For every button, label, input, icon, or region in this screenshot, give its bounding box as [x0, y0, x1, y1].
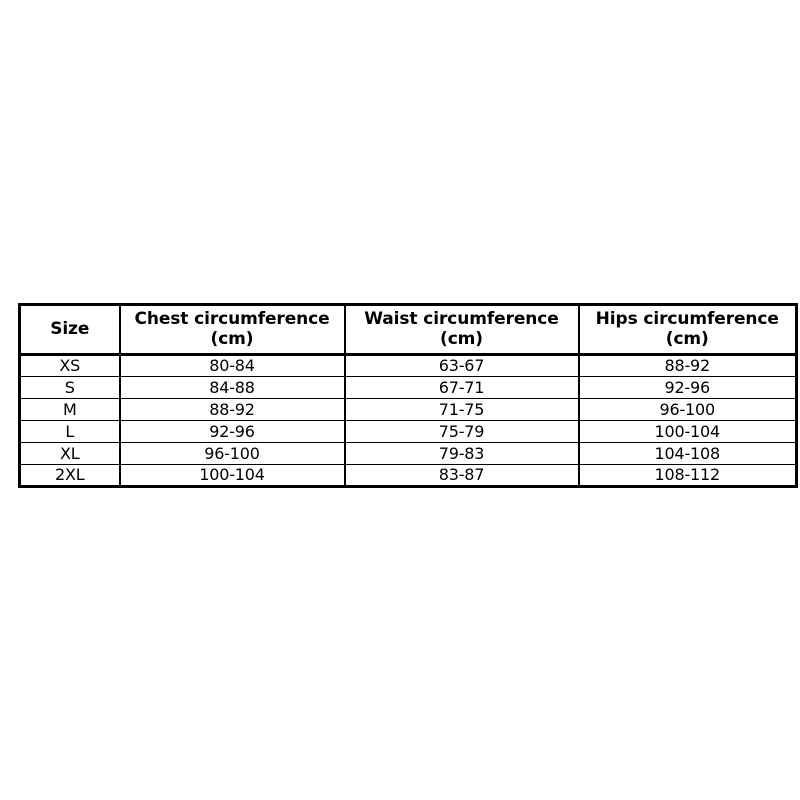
cell-chest: 92-96 — [118, 420, 346, 443]
cell-waist: 67-71 — [343, 376, 580, 399]
cell-chest: 96-100 — [118, 442, 346, 465]
table-body: XS 80-84 63-67 88-92 S 84-88 67-71 92-96… — [19, 354, 797, 487]
size-chart-table: Size Chest circumference (cm) Waist circ… — [18, 303, 798, 488]
table-row: XL 96-100 79-83 104-108 — [19, 442, 797, 465]
header-row: Size Chest circumference (cm) Waist circ… — [19, 304, 797, 356]
cell-size: M — [19, 398, 121, 421]
table-row: 2XL 100-104 83-87 108-112 — [19, 464, 797, 487]
table-row: XS 80-84 63-67 88-92 — [19, 354, 797, 377]
cell-waist: 71-75 — [343, 398, 580, 421]
table-row: S 84-88 67-71 92-96 — [19, 376, 797, 399]
cell-hips: 88-92 — [577, 354, 797, 377]
cell-size: 2XL — [19, 464, 121, 487]
cell-waist: 75-79 — [343, 420, 580, 443]
cell-size: XS — [19, 354, 121, 377]
cell-hips: 104-108 — [577, 442, 797, 465]
cell-waist: 63-67 — [343, 354, 580, 377]
cell-waist: 79-83 — [343, 442, 580, 465]
cell-size: S — [19, 376, 121, 399]
cell-chest: 84-88 — [118, 376, 346, 399]
cell-hips: 100-104 — [577, 420, 797, 443]
table-header: Size Chest circumference (cm) Waist circ… — [19, 304, 797, 356]
cell-size: L — [19, 420, 121, 443]
cell-size: XL — [19, 442, 121, 465]
cell-chest: 100-104 — [118, 464, 346, 487]
column-header-chest: Chest circumference (cm) — [118, 304, 346, 356]
column-header-size: Size — [19, 304, 121, 356]
cell-chest: 88-92 — [118, 398, 346, 421]
cell-chest: 80-84 — [118, 354, 346, 377]
cell-waist: 83-87 — [343, 464, 580, 487]
cell-hips: 108-112 — [577, 464, 797, 487]
cell-hips: 96-100 — [577, 398, 797, 421]
cell-hips: 92-96 — [577, 376, 797, 399]
column-header-hips: Hips circumference (cm) — [577, 304, 797, 356]
table-row: L 92-96 75-79 100-104 — [19, 420, 797, 443]
column-header-waist: Waist circumference (cm) — [343, 304, 580, 356]
table-row: M 88-92 71-75 96-100 — [19, 398, 797, 421]
